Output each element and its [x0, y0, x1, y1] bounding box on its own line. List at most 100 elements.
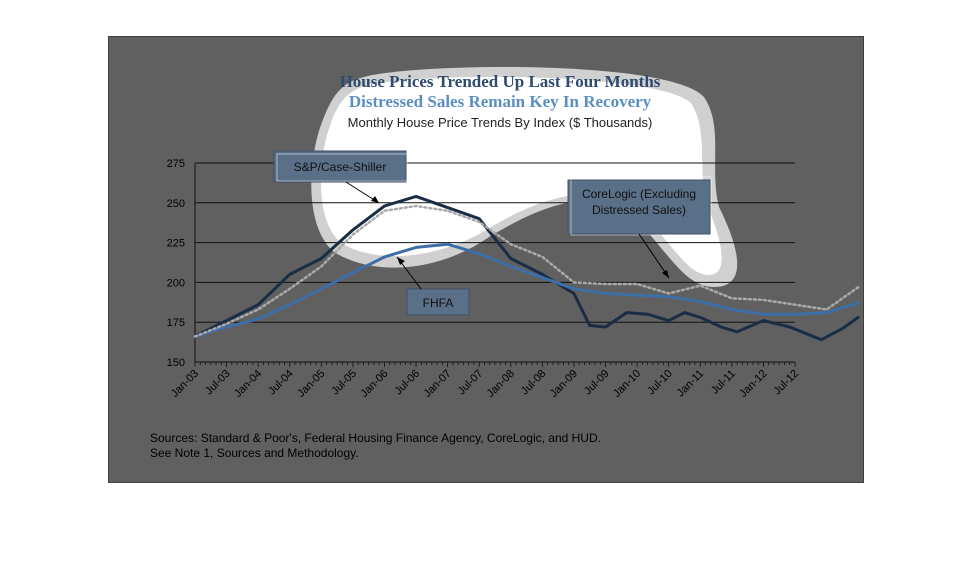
data-point-0-7	[415, 195, 417, 197]
callout-corelogic-box	[567, 179, 711, 235]
callout-case-shiller-inner	[276, 153, 408, 182]
data-point-2-7	[415, 205, 417, 207]
callout-case-shiller-label: S&P/Case-Shiller	[294, 160, 387, 174]
data-point-0-25	[805, 332, 806, 334]
data-point-1-5	[352, 272, 354, 274]
x-tick-label: Jan-10	[611, 368, 643, 400]
data-point-1-2	[257, 318, 259, 320]
data-point-1-4	[320, 288, 322, 290]
data-point-0-9	[478, 218, 480, 220]
data-point-2-10	[510, 243, 512, 245]
x-tick-label: Jul-10	[645, 368, 675, 398]
data-point-0-21	[720, 326, 722, 328]
y-tick-label: 150	[167, 357, 185, 369]
data-point-0-18	[668, 320, 670, 322]
callout-corelogic-label-line2: Distressed Sales)	[592, 203, 686, 217]
data-point-2-15	[668, 293, 670, 294]
x-tick-label: Jul-05	[329, 368, 359, 398]
x-tick-label: Jan-03	[169, 368, 201, 400]
source-note: Sources: Standard & Poor's, Federal Hous…	[150, 431, 601, 445]
series-group	[193, 194, 860, 342]
chart-subtitle: Distressed Sales Remain Key In Recovery	[349, 92, 652, 111]
callout-corelogic-arrow	[638, 233, 670, 279]
y-axis-ticks: 150 175 200 225 250 275	[167, 158, 185, 369]
data-point-0-26	[820, 339, 822, 341]
y-tick-label: 225	[167, 238, 185, 250]
data-point-0-5	[352, 229, 354, 231]
data-point-1-13	[605, 293, 606, 294]
data-point-1-17	[731, 309, 733, 310]
x-tick-label: Jan-06	[358, 368, 390, 400]
data-point-0-4	[320, 258, 322, 259]
data-point-2-17	[731, 297, 733, 299]
callout-corelogic-inner	[570, 176, 712, 236]
callout-case-shiller-arrowhead	[371, 196, 379, 203]
data-point-1-18	[762, 313, 764, 315]
data-point-2-21	[857, 286, 859, 288]
data-point-2-5	[352, 234, 354, 236]
x-tick-label: Jan-12	[737, 368, 769, 400]
data-point-2-3	[289, 288, 291, 290]
data-point-1-10	[510, 266, 512, 267]
data-point-0-8	[447, 207, 449, 209]
callout-corelogic-arrowhead	[662, 270, 669, 278]
data-point-1-14	[636, 294, 638, 296]
data-point-1-12	[573, 288, 575, 290]
data-point-1-1	[226, 326, 228, 328]
data-point-0-1	[226, 320, 228, 322]
data-point-1-7	[415, 246, 417, 248]
data-point-2-1	[226, 323, 228, 325]
callout-fhfa-arrowhead	[397, 257, 405, 265]
data-point-0-16	[647, 313, 649, 315]
chart-label: Monthly House Price Trends By Index ($ T…	[348, 115, 653, 130]
callout-fhfa-label: FHFA	[423, 296, 454, 310]
x-tick-label: Jul-03	[203, 368, 233, 398]
highlight-blob	[320, 76, 722, 275]
y-tick-label: 275	[167, 158, 185, 170]
x-tick-label: Jan-08	[485, 368, 517, 400]
data-point-1-16	[699, 301, 701, 302]
gridlines	[194, 162, 796, 367]
data-point-2-13	[605, 283, 606, 285]
data-point-0-6	[384, 205, 385, 207]
x-tick-label: Jan-11	[675, 368, 707, 400]
data-point-2-11	[541, 256, 543, 258]
chart-title: House Prices Trended Up Last Four Months	[340, 72, 661, 91]
data-point-0-13	[589, 324, 591, 326]
data-point-0-10	[510, 258, 512, 259]
data-point-2-2	[257, 309, 259, 310]
highlight-overlay	[311, 67, 738, 287]
data-point-1-11	[541, 277, 543, 279]
data-point-1-20	[826, 312, 828, 314]
series-line-2	[193, 204, 860, 338]
methodology-note: See Note 1, Sources and Methodology.	[150, 446, 359, 460]
data-point-2-14	[636, 283, 638, 285]
data-point-1-19	[794, 313, 796, 315]
callout-fhfa: FHFA	[396, 256, 470, 316]
data-point-0-22	[736, 331, 738, 333]
callout-corelogic-label-line1: CoreLogic (Excluding	[582, 187, 696, 201]
callout-case-shiller: S&P/Case-Shiller	[273, 150, 408, 204]
y-tick-label: 200	[167, 277, 185, 289]
x-tick-label: Jul-09	[582, 368, 612, 398]
data-point-0-23	[762, 320, 764, 322]
x-tick-label: Jul-08	[519, 368, 549, 398]
data-point-0-11	[541, 273, 543, 275]
callout-fhfa-box	[406, 288, 470, 316]
data-point-2-20	[826, 309, 828, 310]
data-point-2-12	[573, 281, 575, 283]
y-tick-label: 175	[167, 317, 185, 329]
series-line-1	[193, 242, 860, 338]
data-point-0-27	[841, 328, 843, 330]
data-point-0-12	[573, 293, 575, 294]
x-tick-label: Jan-05	[295, 368, 327, 400]
data-point-2-8	[447, 210, 449, 212]
data-point-1-21	[857, 302, 859, 304]
data-point-0-15	[626, 312, 628, 314]
line-chart: House Prices Trended Up Last Four Months…	[150, 67, 860, 460]
data-point-2-18	[762, 299, 764, 301]
data-point-1-3	[289, 304, 291, 306]
data-point-1-9	[478, 253, 480, 255]
callout-corelogic: CoreLogic (Excluding Distressed Sales)	[567, 176, 712, 279]
data-point-0-28	[857, 316, 859, 318]
